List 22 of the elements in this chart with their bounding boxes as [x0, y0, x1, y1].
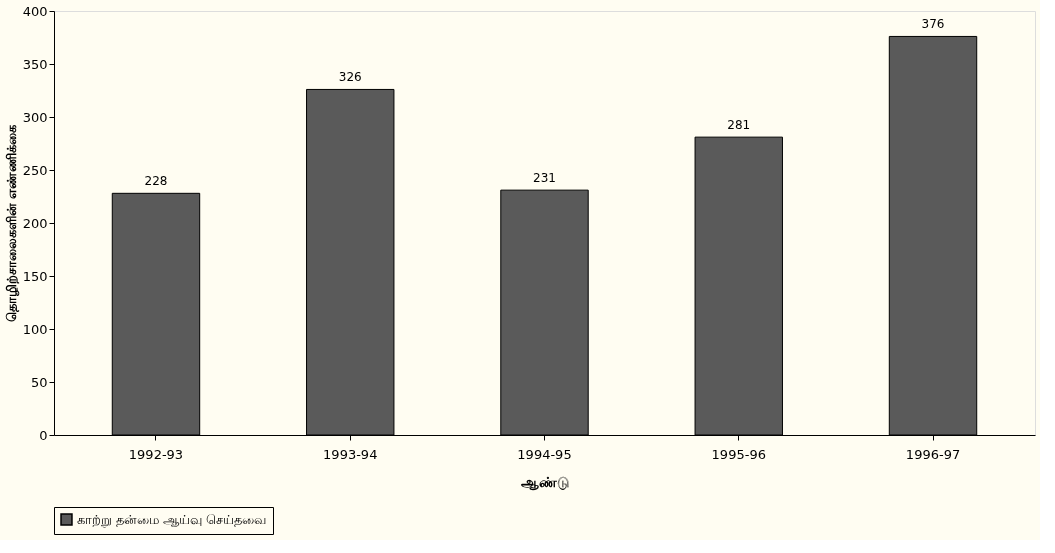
y-tick-label: 250: [22, 162, 48, 178]
x-tick-label: 1993-94: [323, 446, 378, 462]
y-tick-label: 350: [22, 56, 48, 72]
y-tick-label: 0: [39, 427, 48, 443]
y-tick-label: 50: [30, 374, 48, 390]
y-tick-label: 150: [22, 268, 48, 284]
data-label: 231: [533, 171, 556, 186]
data-label: 326: [338, 70, 362, 85]
x-tick-label: 1995-96: [711, 446, 766, 462]
y-tick-label: 300: [22, 109, 48, 125]
x-axis-title: ஆண்டு: [520, 473, 570, 491]
y-axis-title: தொழிற்சாலைகளின் எண்ணிக்கை: [3, 123, 20, 323]
x-tick-label: 1996-97: [905, 446, 961, 462]
data-label: 228: [144, 174, 168, 189]
data-label: 281: [727, 118, 751, 133]
y-tick-label: 200: [22, 215, 48, 231]
x-tick-label: 1994-95: [517, 446, 572, 462]
data-label: 376: [921, 17, 945, 32]
legend-label: காற்று தன்மை ஆய்வு செய்தவை: [77, 511, 267, 528]
x-tick-label: 1992-93: [128, 446, 184, 462]
y-tick-label: 100: [22, 321, 48, 337]
y-tick-label: 400: [22, 3, 48, 19]
